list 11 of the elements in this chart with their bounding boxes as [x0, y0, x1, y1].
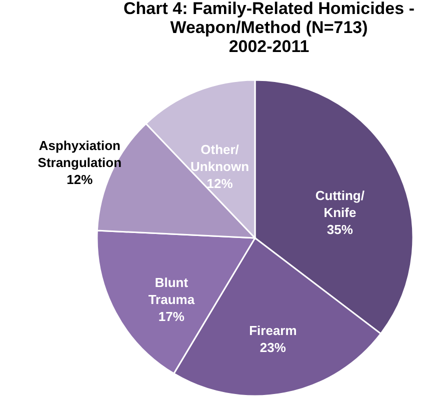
data-label: 35% — [326, 222, 354, 237]
data-label: 17% — [158, 308, 185, 324]
slice-label: Asphyxiation Strangulation — [38, 138, 122, 170]
chart-title: Chart 4: Family-Related Homicides - Weapon/Method (N=713) 2002-2011 — [124, 0, 414, 56]
data-label: 12% — [206, 176, 234, 191]
slice-label: Blunt Trauma — [148, 274, 196, 307]
data-label: 12% — [66, 172, 94, 187]
slice-label: Cutting/ Knife — [315, 188, 365, 220]
data-label: 23% — [260, 340, 286, 356]
slice-label: Firearm — [249, 323, 297, 338]
slice-label: Other/ Unknown — [190, 142, 250, 174]
